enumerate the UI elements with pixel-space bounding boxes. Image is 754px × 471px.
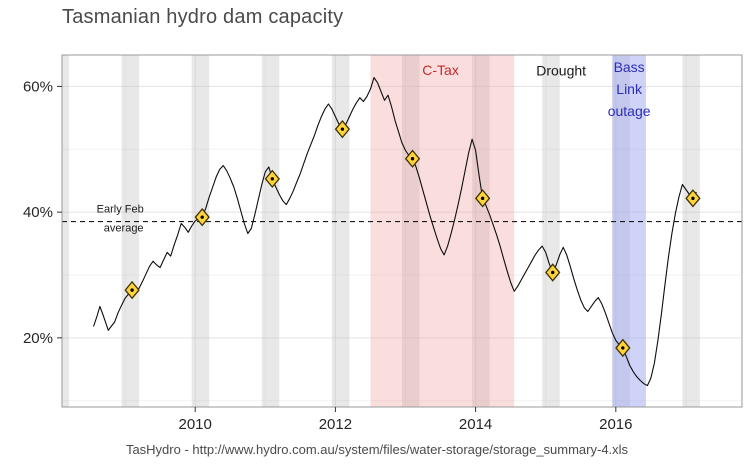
early-feb-marker-dot (480, 196, 485, 201)
annotation-drought: Drought (536, 63, 586, 79)
annotation-early-feb: Early Feb (97, 204, 144, 216)
x-axis-tick-label: 2010 (179, 416, 212, 433)
storage-line (92, 77, 697, 387)
annotation-outage: outage (608, 103, 651, 119)
feb-band (121, 55, 140, 407)
early-feb-marker-dot (551, 270, 555, 275)
y-axis-tick-label: 60% (23, 78, 53, 95)
chart-caption: TasHydro - http://www.hydro.com.au/syste… (125, 442, 629, 457)
feb-band (472, 55, 490, 407)
x-axis-tick-label: 2014 (459, 416, 492, 433)
early-feb-marker-dot (200, 215, 204, 219)
x-axis-tick-label: 2016 (599, 416, 632, 433)
early-feb-marker-dot (691, 196, 695, 201)
feb-band (542, 55, 560, 407)
feb-band (402, 55, 420, 407)
annotation-link: Link (616, 81, 643, 97)
feb-band (62, 55, 70, 407)
early-feb-marker-dot (130, 288, 134, 292)
feb-band (682, 55, 700, 407)
feb-band (261, 55, 280, 407)
y-axis-tick-label: 20% (23, 330, 53, 347)
annotation-c-tax: C-Tax (422, 62, 459, 78)
feb-band (191, 55, 210, 407)
early-feb-marker-dot (270, 177, 275, 181)
annotation-bass: Bass (614, 59, 645, 75)
chart-title: Tasmanian hydro dam capacity (62, 6, 344, 28)
early-feb-marker-dot (340, 127, 345, 131)
panel-border (61, 54, 743, 408)
annotation-average: average (104, 222, 144, 234)
feb-band (331, 55, 350, 407)
x-axis-tick-label: 2012 (319, 416, 352, 433)
ctax-region (370, 55, 515, 407)
y-axis-tick-label: 40% (23, 204, 53, 221)
early-feb-marker-dot (410, 157, 415, 161)
early-feb-marker-dot (621, 346, 625, 350)
